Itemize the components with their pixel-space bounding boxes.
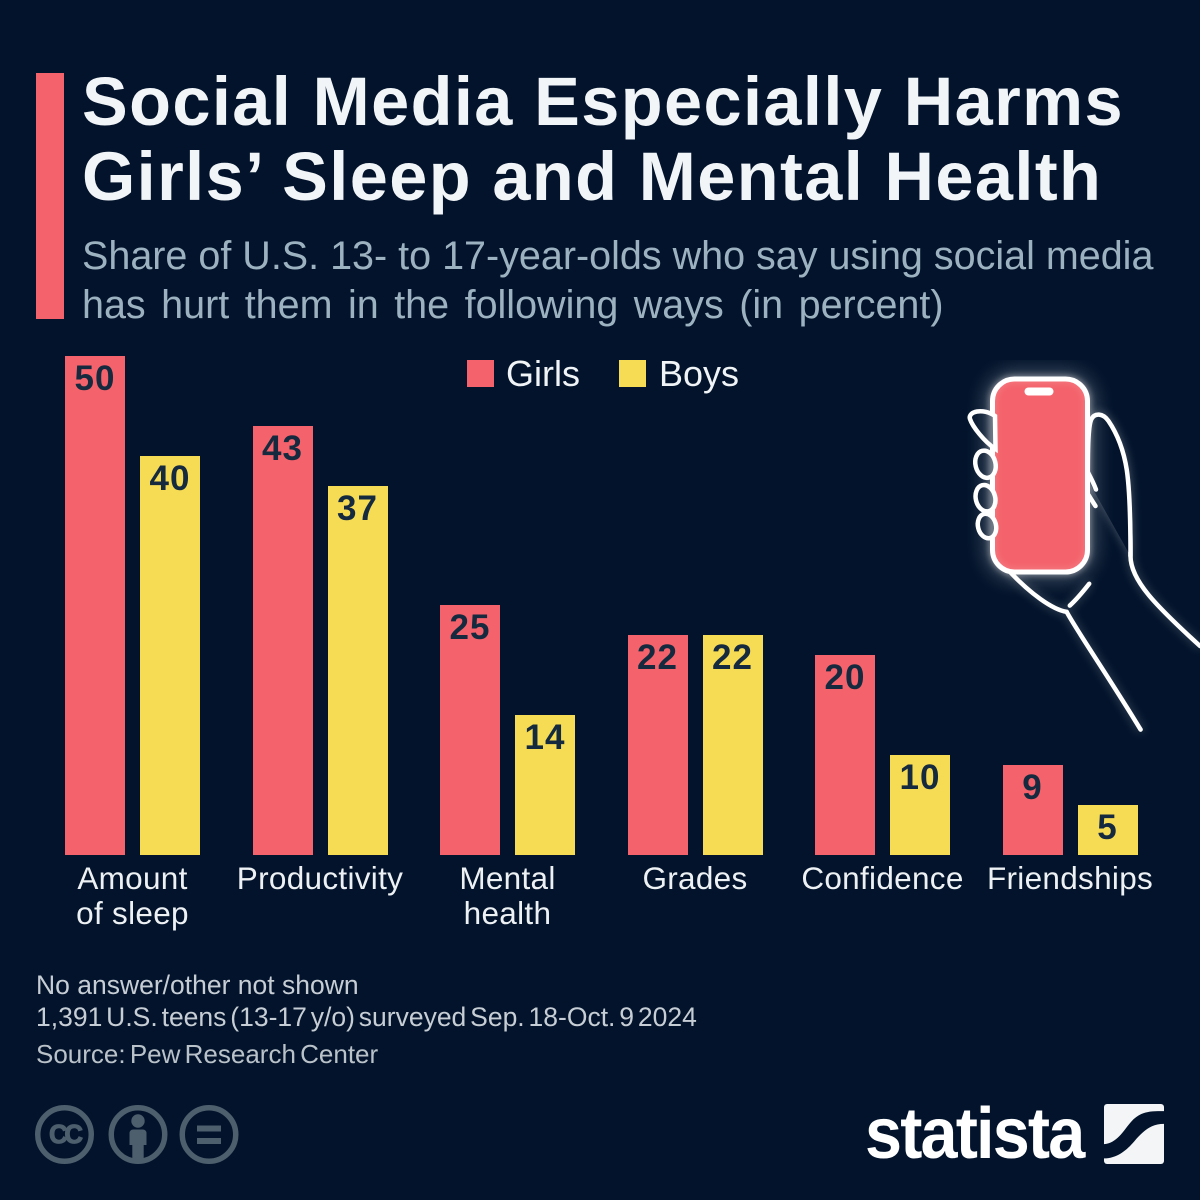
svg-text:CC: CC	[49, 1121, 82, 1149]
